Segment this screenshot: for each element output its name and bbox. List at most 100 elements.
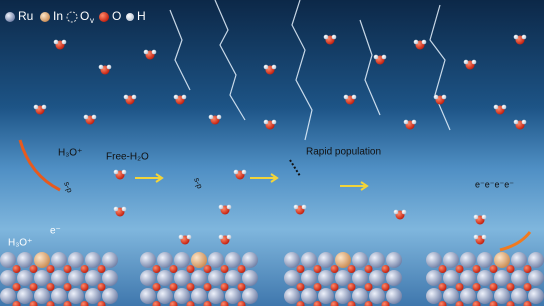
ruthenium-atom: [335, 288, 351, 304]
oxygen-atom: [47, 283, 55, 291]
oxygen-atom: [153, 265, 161, 273]
hydrogen-atom: [272, 65, 277, 70]
hydrogen-atom: [272, 120, 277, 125]
legend-label: In: [53, 9, 63, 23]
oxygen-atom: [314, 283, 322, 291]
oxygen-atom: [221, 265, 229, 273]
hydrogen-atom: [99, 65, 104, 70]
indium-atom: [34, 252, 50, 268]
ruthenium-atom: [511, 288, 527, 304]
ruthenium-atom: [85, 270, 101, 286]
hydrogen-atom: [442, 95, 447, 100]
ruthenium-atom: [369, 252, 385, 268]
legend-in-swatch: [40, 12, 50, 22]
hydrogen-atom: [464, 60, 469, 65]
hydrogen-atom: [522, 35, 527, 40]
ruthenium-atom: [17, 288, 33, 304]
oxygen-atom: [507, 283, 515, 291]
ruthenium-atom: [369, 288, 385, 304]
hydrogen-atom: [422, 40, 427, 45]
legend-h-swatch: [126, 13, 134, 21]
hydrogen-atom: [394, 210, 399, 215]
oxygen-atom: [297, 283, 305, 291]
oxygen-atom: [64, 283, 72, 291]
hydrogen-atom: [42, 105, 47, 110]
oxygen-atom: [382, 283, 390, 291]
hydrogen-atom: [302, 205, 307, 210]
legend-o-swatch: [99, 12, 109, 22]
ruthenium-atom: [102, 270, 118, 286]
indium-atom: [191, 252, 207, 268]
hydrogen-atom: [34, 105, 39, 110]
ruthenium-atom: [174, 288, 190, 304]
oxygen-atom: [98, 265, 106, 273]
ruthenium-atom: [352, 288, 368, 304]
hydrogen-atom: [474, 235, 479, 240]
ruthenium-atom: [208, 288, 224, 304]
oxygen-atom: [187, 283, 195, 291]
oxygen-atom: [490, 265, 498, 273]
ruthenium-atom: [460, 288, 476, 304]
ruthenium-atom: [174, 270, 190, 286]
hydrogen-atom: [227, 235, 232, 240]
hydrogen-atom: [187, 235, 192, 240]
illustration: Ru In O v O H H₃O⁺ Free-H₂O Rapid popula…: [0, 0, 544, 306]
oxygen-atom: [13, 283, 21, 291]
ruthenium-atom: [191, 270, 207, 286]
ruthenium-atom: [352, 270, 368, 286]
ruthenium-atom: [318, 270, 334, 286]
hydrogen-atom: [124, 95, 129, 100]
oxygen-atom: [382, 265, 390, 273]
ruthenium-atom: [174, 252, 190, 268]
ruthenium-atom: [68, 252, 84, 268]
hydrogen-atom: [227, 205, 232, 210]
hydrogen-atom: [434, 95, 439, 100]
oxygen-atom: [170, 265, 178, 273]
ruthenium-atom: [225, 288, 241, 304]
hydrogen-atom: [482, 215, 487, 220]
ruthenium-atom: [511, 252, 527, 268]
ruthenium-atom: [17, 252, 33, 268]
oxygen-atom: [30, 265, 38, 273]
hydrogen-atom: [179, 235, 184, 240]
ruthenium-atom: [443, 288, 459, 304]
ruthenium-atom: [284, 252, 300, 268]
oxygen-atom: [81, 283, 89, 291]
ruthenium-atom: [426, 288, 442, 304]
ruthenium-atom: [443, 270, 459, 286]
hydrogen-atom: [382, 55, 387, 60]
ruthenium-atom: [477, 270, 493, 286]
ruthenium-atom: [460, 252, 476, 268]
ruthenium-atom: [34, 288, 50, 304]
hydrogen-atom: [402, 210, 407, 215]
hydrogen-atom: [264, 65, 269, 70]
ruthenium-atom: [51, 252, 67, 268]
ruthenium-atom: [477, 288, 493, 304]
ruthenium-atom: [386, 252, 402, 268]
ruthenium-atom: [51, 270, 67, 286]
hydrogen-atom: [219, 205, 224, 210]
ruthenium-atom: [102, 288, 118, 304]
ruthenium-atom: [51, 288, 67, 304]
hydrogen-atom: [209, 115, 214, 120]
ruthenium-atom: [208, 252, 224, 268]
ruthenium-atom: [318, 252, 334, 268]
ruthenium-atom: [318, 288, 334, 304]
hydrogen-atom: [264, 120, 269, 125]
hydrogen-atom: [219, 235, 224, 240]
ruthenium-atom: [242, 252, 258, 268]
hydrogen-atom: [84, 115, 89, 120]
hydrogen-atom: [414, 40, 419, 45]
ruthenium-atom: [242, 288, 258, 304]
oxygen-atom: [473, 265, 481, 273]
ruthenium-atom: [284, 270, 300, 286]
oxygen-atom: [507, 265, 515, 273]
oxygen-atom: [204, 283, 212, 291]
oxygen-atom: [524, 265, 532, 273]
oxygen-atom: [64, 265, 72, 273]
ruthenium-atom: [191, 288, 207, 304]
oxygen-atom: [473, 283, 481, 291]
hydrogen-atom: [344, 95, 349, 100]
hydrogen-atom: [482, 235, 487, 240]
ruthenium-atom: [208, 270, 224, 286]
